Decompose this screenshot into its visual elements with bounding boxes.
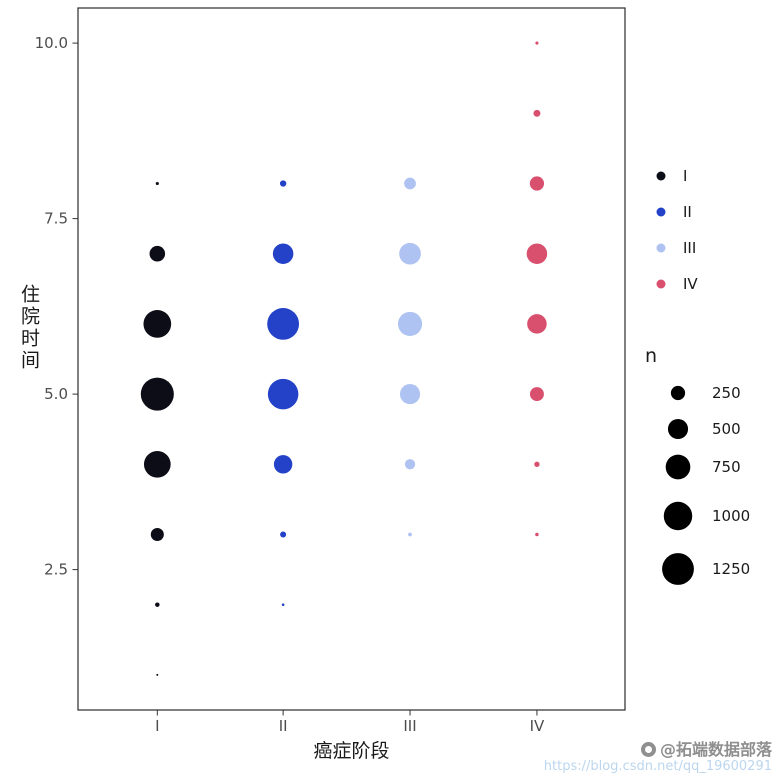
data-point	[143, 310, 172, 338]
data-point	[408, 532, 412, 537]
y-tick-label: 7.5	[44, 210, 68, 228]
watermark-handle: @拓端数据部落	[659, 739, 772, 759]
data-point	[529, 176, 545, 191]
size-legend-dot	[662, 553, 694, 585]
size-legend-dot	[665, 454, 691, 480]
y-tick-label: 2.5	[44, 561, 68, 579]
data-point	[272, 243, 294, 264]
y-tick-label: 10.0	[35, 34, 68, 52]
y-axis-title: 住院时间	[18, 284, 40, 372]
data-point	[143, 450, 171, 478]
data-point	[155, 181, 159, 186]
data-point	[280, 531, 287, 538]
watermark: @拓端数据部落 https://blog.csdn.net/qq_1960029…	[543, 739, 772, 775]
data-point	[404, 459, 416, 470]
data-point	[155, 602, 160, 607]
size-legend-label: 750	[712, 458, 741, 476]
data-point	[527, 314, 547, 334]
data-point	[149, 245, 166, 262]
data-point	[535, 41, 539, 45]
watermark-logo-icon	[640, 742, 656, 758]
legend-key-label: I	[683, 167, 687, 185]
data-point	[267, 378, 299, 410]
data-point	[156, 673, 159, 676]
data-point	[273, 455, 293, 474]
watermark-handle-row: @拓端数据部落	[544, 739, 772, 759]
size-legend-dot	[667, 418, 689, 440]
plot-panel	[77, 7, 626, 711]
data-point	[399, 242, 421, 265]
x-axis-title: 癌症阶段	[313, 740, 390, 762]
x-tick-label: II	[279, 717, 288, 735]
data-point	[533, 109, 541, 117]
data-point	[140, 377, 174, 411]
legend-key-dot	[656, 171, 666, 181]
data-point	[529, 387, 544, 402]
data-point	[279, 180, 287, 187]
legend-key-dot	[656, 279, 666, 289]
data-point	[397, 311, 423, 336]
data-point	[404, 177, 416, 190]
data-point	[267, 307, 300, 340]
size-legend-dot	[663, 501, 693, 531]
size-legend-dot	[670, 385, 686, 401]
data-point	[534, 461, 540, 467]
legend-key-label: III	[683, 239, 696, 257]
size-legend-title: n	[645, 345, 657, 367]
legend-key-label: IV	[683, 275, 698, 293]
size-legend-label: 1000	[712, 507, 750, 525]
legend-key-dot	[656, 243, 666, 253]
legend-key-dot	[656, 207, 666, 217]
watermark-url: https://blog.csdn.net/qq_19600291	[543, 759, 772, 775]
x-tick-label: I	[155, 717, 159, 735]
legend-key-label: II	[683, 203, 692, 221]
y-tick-label: 5.0	[44, 385, 68, 403]
x-tick-label: IV	[530, 717, 545, 735]
data-point	[526, 243, 548, 264]
size-legend-label: 1250	[712, 560, 750, 578]
data-point	[281, 603, 285, 606]
size-legend-label: 250	[712, 384, 741, 402]
x-tick-label: III	[403, 717, 416, 735]
size-legend-label: 500	[712, 420, 741, 438]
data-point	[535, 532, 539, 537]
data-point	[150, 527, 164, 542]
data-point	[399, 384, 421, 405]
